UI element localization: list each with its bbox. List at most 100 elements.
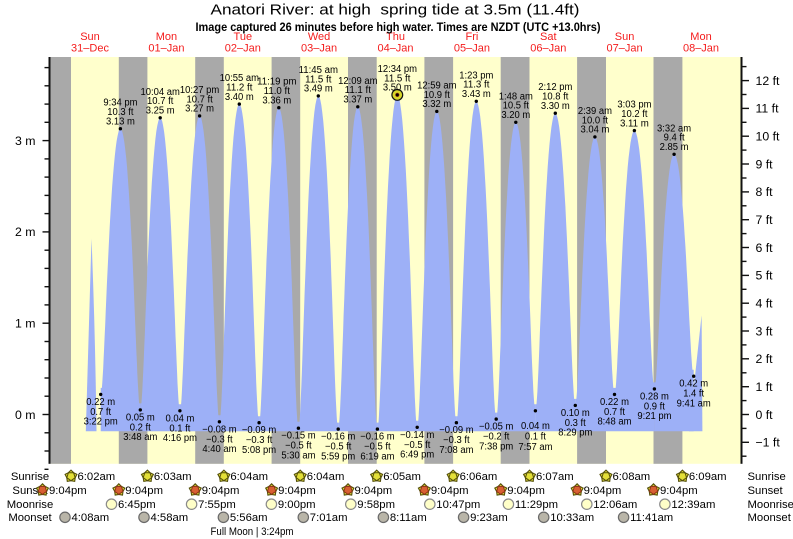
svg-text:−0.09 m: −0.09 m — [439, 425, 473, 436]
svg-text:4:40 am: 4:40 am — [202, 444, 236, 455]
svg-text:2:39 am: 2:39 am — [578, 106, 612, 117]
svg-text:9:58pm: 9:58pm — [357, 499, 395, 511]
svg-text:11.5 ft: 11.5 ft — [305, 74, 332, 85]
svg-text:0.10 m: 0.10 m — [561, 408, 590, 419]
svg-text:7:57 am: 7:57 am — [518, 442, 552, 453]
svg-text:6:19 am: 6:19 am — [360, 451, 394, 462]
svg-text:Sunrise: Sunrise — [11, 471, 49, 483]
svg-text:10.9 ft: 10.9 ft — [424, 90, 451, 101]
svg-text:3.30 m: 3.30 m — [541, 101, 570, 112]
svg-text:Sun: Sun — [80, 31, 100, 43]
svg-text:0.1 ft: 0.1 ft — [525, 432, 546, 443]
svg-text:−0.08 m: −0.08 m — [202, 424, 236, 435]
svg-text:−0.16 m: −0.16 m — [360, 432, 394, 443]
svg-text:3.36 m: 3.36 m — [262, 96, 291, 107]
svg-text:−0.5 ft: −0.5 ft — [364, 442, 391, 453]
svg-text:0.7 ft: 0.7 ft — [604, 407, 625, 418]
svg-text:Mon: Mon — [156, 31, 177, 43]
svg-text:−0.3 ft: −0.3 ft — [246, 435, 273, 446]
svg-text:5 ft: 5 ft — [756, 269, 774, 283]
svg-text:10:47pm: 10:47pm — [436, 499, 480, 511]
svg-text:6:05am: 6:05am — [383, 471, 421, 483]
svg-text:5:56am: 5:56am — [230, 512, 268, 524]
svg-text:3.50 m: 3.50 m — [383, 83, 412, 94]
svg-text:7:55pm: 7:55pm — [198, 499, 236, 511]
svg-text:Sun: Sun — [615, 31, 635, 43]
svg-text:3.11 m: 3.11 m — [620, 118, 649, 129]
svg-text:10.7 ft: 10.7 ft — [186, 94, 213, 105]
svg-text:8 ft: 8 ft — [756, 185, 774, 199]
svg-text:3:03 pm: 3:03 pm — [617, 100, 651, 111]
svg-text:0.3 ft: 0.3 ft — [565, 418, 586, 429]
svg-text:3:22 pm: 3:22 pm — [84, 417, 118, 428]
svg-text:10.8 ft: 10.8 ft — [542, 92, 569, 103]
svg-text:02–Jan: 02–Jan — [225, 42, 261, 54]
svg-text:7:38 pm: 7:38 pm — [479, 441, 513, 452]
svg-text:−0.3 ft: −0.3 ft — [443, 435, 470, 446]
svg-text:11.2 ft: 11.2 ft — [226, 83, 253, 94]
svg-text:9:04pm: 9:04pm — [49, 485, 87, 497]
svg-text:3:32 am: 3:32 am — [657, 123, 691, 134]
svg-text:11:19 pm: 11:19 pm — [257, 77, 296, 88]
svg-text:4 ft: 4 ft — [756, 297, 774, 311]
svg-text:4:58am: 4:58am — [151, 512, 189, 524]
svg-text:7:08 am: 7:08 am — [439, 445, 473, 456]
svg-text:6:06am: 6:06am — [460, 471, 498, 483]
svg-text:11.1 ft: 11.1 ft — [345, 85, 372, 96]
svg-text:3.32 m: 3.32 m — [422, 99, 451, 110]
svg-text:7:01am: 7:01am — [310, 512, 348, 524]
svg-text:6:07am: 6:07am — [536, 471, 574, 483]
svg-text:9:04pm: 9:04pm — [584, 485, 622, 497]
svg-text:1 ft: 1 ft — [756, 380, 774, 394]
svg-text:6:49 pm: 6:49 pm — [400, 450, 434, 461]
svg-text:12:06am: 12:06am — [593, 499, 637, 511]
svg-text:6:09am: 6:09am — [689, 471, 727, 483]
svg-text:10:27 pm: 10:27 pm — [180, 85, 219, 96]
svg-text:06–Jan: 06–Jan — [530, 42, 566, 54]
svg-text:0.42 m: 0.42 m — [679, 379, 708, 390]
svg-text:0.05 m: 0.05 m — [126, 412, 155, 423]
svg-text:9 ft: 9 ft — [756, 157, 774, 171]
svg-text:7 ft: 7 ft — [756, 213, 774, 227]
svg-text:08–Jan: 08–Jan — [683, 42, 719, 54]
svg-text:0.7 ft: 0.7 ft — [90, 407, 111, 418]
svg-text:04–Jan: 04–Jan — [377, 42, 413, 54]
svg-text:10:55 am: 10:55 am — [220, 73, 259, 84]
svg-text:6:03am: 6:03am — [154, 471, 192, 483]
svg-text:5:08 pm: 5:08 pm — [242, 445, 276, 456]
svg-text:9:00pm: 9:00pm — [278, 499, 316, 511]
svg-text:−0.15 m: −0.15 m — [281, 431, 315, 442]
svg-text:0 m: 0 m — [15, 408, 36, 422]
svg-text:10.2 ft: 10.2 ft — [621, 109, 648, 120]
svg-text:9:04pm: 9:04pm — [125, 485, 163, 497]
svg-text:Image captured 26 minutes befo: Image captured 26 minutes before high wa… — [196, 20, 601, 34]
svg-text:10.3 ft: 10.3 ft — [107, 107, 134, 118]
svg-text:10.0 ft: 10.0 ft — [582, 115, 609, 126]
svg-text:9:04pm: 9:04pm — [278, 485, 316, 497]
svg-text:2:12 pm: 2:12 pm — [538, 82, 572, 93]
svg-text:03–Jan: 03–Jan — [301, 42, 337, 54]
svg-text:11:41am: 11:41am — [630, 512, 673, 524]
svg-text:12:09 am: 12:09 am — [338, 76, 377, 87]
svg-text:31–Dec: 31–Dec — [71, 42, 109, 54]
svg-text:2 m: 2 m — [15, 225, 36, 239]
svg-text:11.0 ft: 11.0 ft — [264, 86, 291, 97]
svg-text:12:59 am: 12:59 am — [417, 80, 456, 91]
svg-text:−0.16 m: −0.16 m — [321, 432, 355, 443]
svg-text:8:29 pm: 8:29 pm — [558, 428, 592, 439]
svg-text:6 ft: 6 ft — [756, 241, 774, 255]
svg-text:Tue: Tue — [234, 31, 253, 43]
svg-text:12:34 pm: 12:34 pm — [378, 64, 417, 75]
svg-text:0.22 m: 0.22 m — [86, 397, 115, 408]
svg-text:9:23am: 9:23am — [470, 512, 508, 524]
svg-text:Sunrise: Sunrise — [748, 471, 786, 483]
svg-text:4:16 pm: 4:16 pm — [163, 433, 197, 444]
svg-text:Thu: Thu — [386, 31, 405, 43]
svg-text:11.3 ft: 11.3 ft — [463, 80, 490, 91]
svg-text:10:04 am: 10:04 am — [141, 87, 180, 98]
svg-text:10:33am: 10:33am — [550, 512, 594, 524]
svg-text:9:04pm: 9:04pm — [507, 485, 545, 497]
svg-text:−0.2 ft: −0.2 ft — [483, 432, 510, 443]
svg-text:9:41 am: 9:41 am — [677, 399, 711, 410]
svg-text:6:04am: 6:04am — [230, 471, 268, 483]
